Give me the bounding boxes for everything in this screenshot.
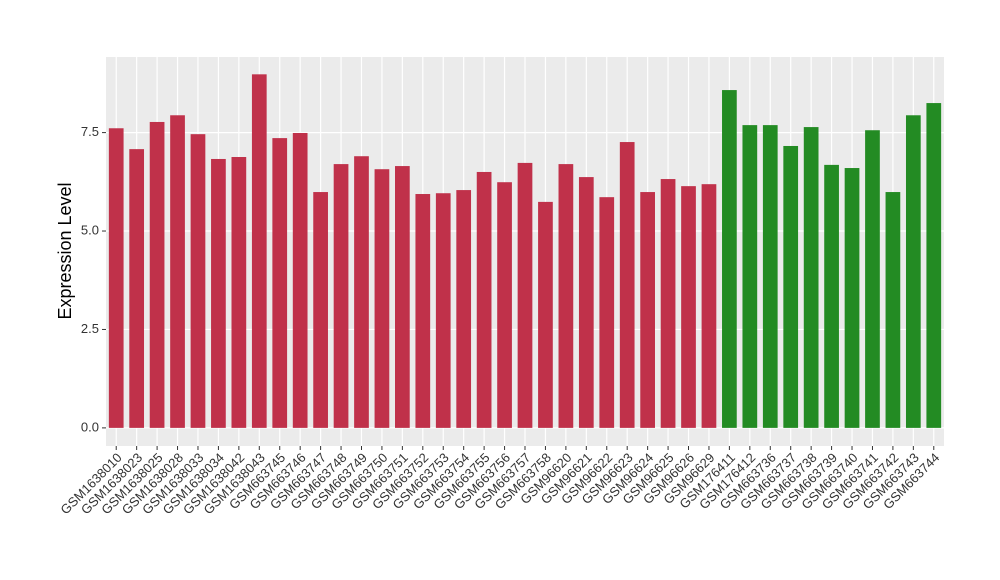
bar <box>395 166 410 428</box>
bar <box>251 74 267 428</box>
bar <box>742 125 758 428</box>
y-tick-label: 5.0 <box>81 222 99 237</box>
bar <box>824 164 839 428</box>
bar <box>170 115 185 428</box>
bar <box>149 121 165 428</box>
y-tick-label: 0.0 <box>81 419 99 434</box>
bar <box>844 168 860 428</box>
bar <box>497 182 512 428</box>
y-tick-label: 2.5 <box>81 321 99 336</box>
bar <box>415 194 431 428</box>
bar <box>578 177 594 428</box>
bar <box>783 145 799 428</box>
bar <box>599 197 615 428</box>
bar <box>129 149 145 428</box>
y-axis-label: Expression Level <box>55 182 75 319</box>
bar <box>926 103 942 428</box>
bar <box>701 184 717 428</box>
bar <box>517 162 533 428</box>
bar <box>865 130 880 428</box>
bar <box>762 125 778 428</box>
bar <box>660 179 676 428</box>
bar <box>803 127 819 428</box>
bar <box>435 193 451 428</box>
bar <box>292 132 308 428</box>
bar <box>681 186 696 428</box>
bar <box>476 171 492 428</box>
bar <box>354 156 369 428</box>
bar <box>722 90 737 428</box>
y-tick-label: 7.5 <box>81 124 99 139</box>
bar <box>231 157 247 428</box>
bar <box>905 115 921 428</box>
bar <box>619 142 635 428</box>
bar <box>108 128 124 428</box>
bar <box>456 190 472 428</box>
bar <box>211 158 226 428</box>
bar <box>558 164 574 428</box>
bar <box>885 192 901 428</box>
bar <box>333 164 349 428</box>
bar <box>272 138 288 428</box>
bar <box>374 169 390 428</box>
bar <box>640 192 655 428</box>
bar <box>313 192 328 428</box>
bar <box>190 134 206 428</box>
bar <box>538 201 553 428</box>
